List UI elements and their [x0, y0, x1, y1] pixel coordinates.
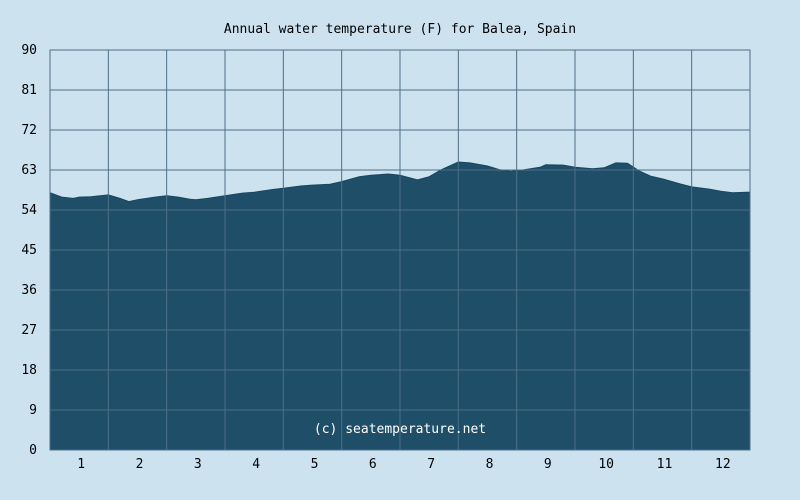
x-tick-label: 8 [486, 457, 494, 472]
y-tick-label: 36 [21, 283, 37, 298]
y-tick-label: 9 [29, 403, 37, 418]
y-tick-label: 0 [29, 443, 37, 458]
chart-title: Annual water temperature (F) for Balea, … [224, 22, 576, 37]
y-tick-label: 81 [21, 83, 37, 98]
x-tick-label: 2 [136, 457, 144, 472]
y-tick-label: 72 [21, 123, 37, 138]
x-tick-label: 9 [544, 457, 552, 472]
x-tick-label: 3 [194, 457, 202, 472]
x-tick-label: 10 [598, 457, 614, 472]
x-tick-label: 6 [369, 457, 377, 472]
grid-lines [49, 49, 751, 451]
y-tick-label: 27 [21, 323, 37, 338]
y-tick-label: 90 [21, 43, 37, 58]
y-tick-label: 63 [21, 163, 37, 178]
x-tick-label: 11 [657, 457, 673, 472]
x-tick-label: 4 [252, 457, 260, 472]
y-tick-label: 18 [21, 363, 37, 378]
x-tick-label: 5 [311, 457, 319, 472]
y-axis-tick-labels: 0 9 18 27 36 45 54 63 72 81 90 [21, 43, 37, 458]
x-tick-label: 7 [427, 457, 435, 472]
y-tick-label: 45 [21, 243, 37, 258]
plot-border [49, 49, 751, 451]
x-tick-label: 1 [77, 457, 85, 472]
x-axis-tick-labels: 1 2 3 4 5 6 7 8 9 10 11 12 [77, 457, 730, 472]
copyright-credit: (c) seatemperature.net [314, 422, 486, 437]
y-tick-label: 54 [21, 203, 37, 218]
x-tick-label: 12 [715, 457, 731, 472]
